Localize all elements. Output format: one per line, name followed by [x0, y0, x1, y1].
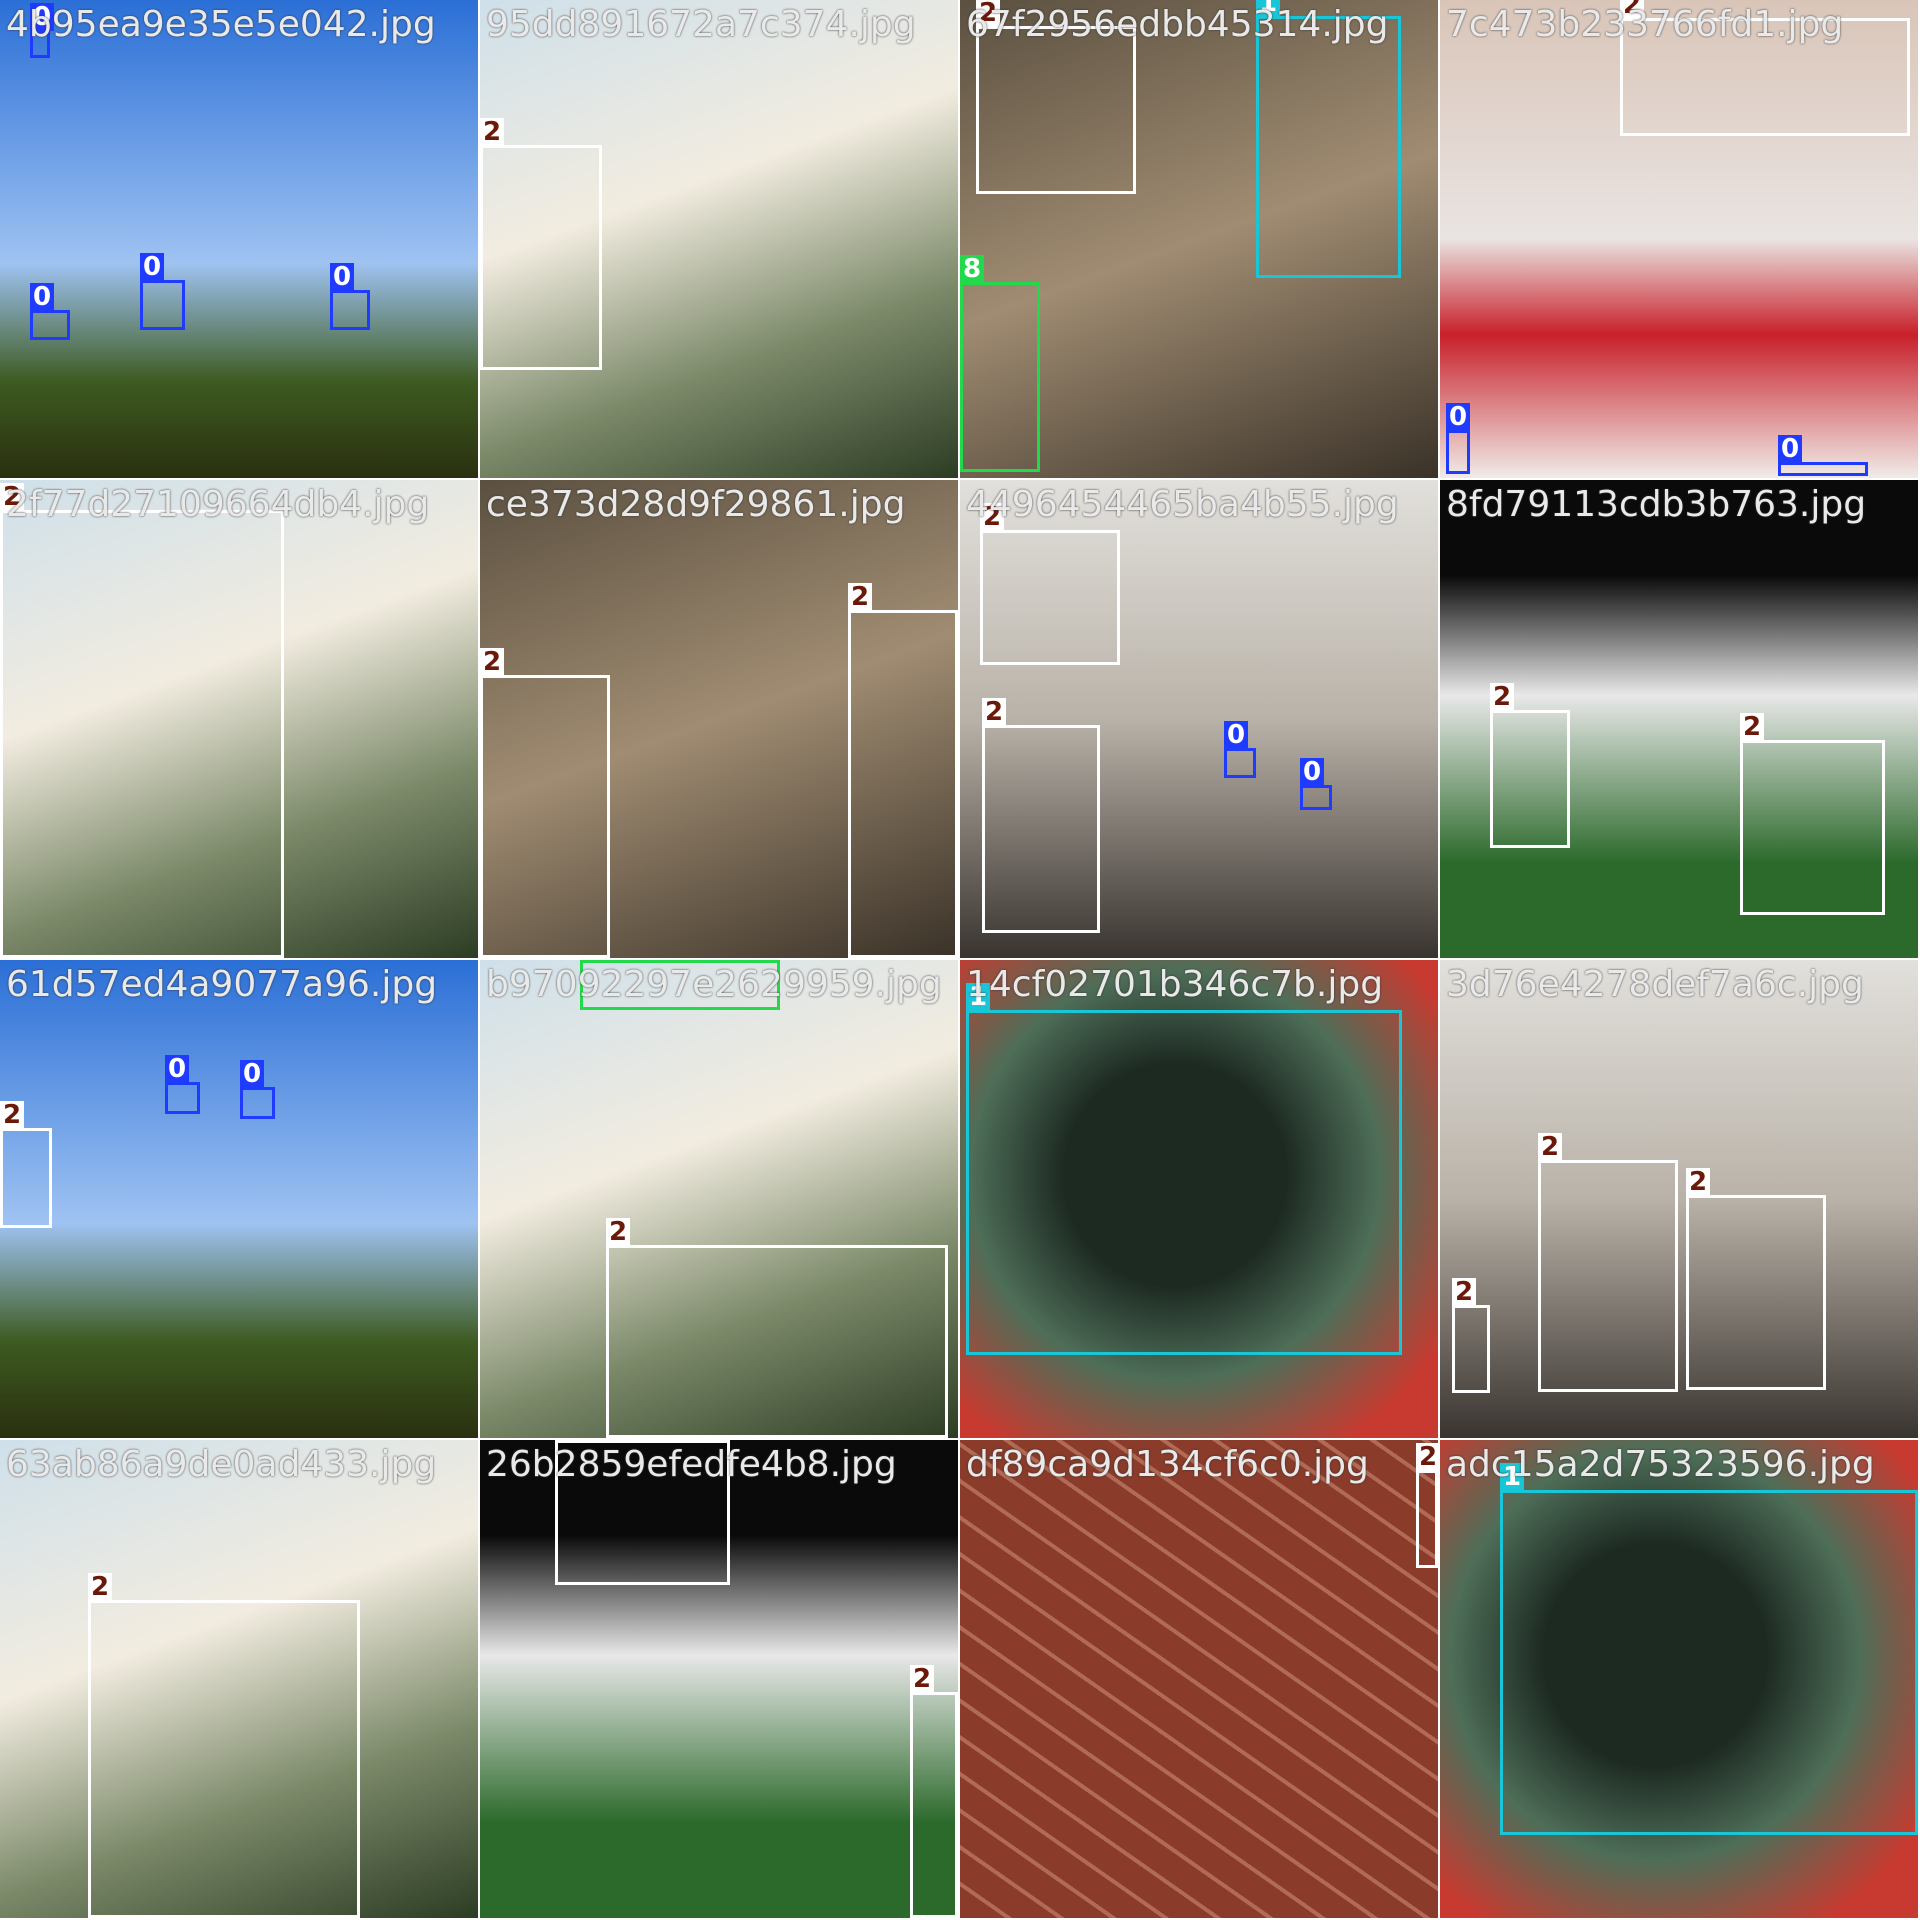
bbox-label: 8 — [960, 255, 984, 283]
tile-title: 67f2956edbb45314.jpg — [966, 4, 1388, 45]
tile-title: 61d57ed4a9077a96.jpg — [6, 964, 437, 1005]
tile-title: 63ab86a9de0ad433.jpg — [6, 1444, 436, 1485]
tile-2: 95dd891672a7c374.jpg 2 — [480, 0, 958, 478]
bbox-class-2: 2 — [606, 1245, 948, 1438]
bbox-label: 2 — [910, 1665, 934, 1693]
bbox-class-0: 0 — [1300, 785, 1332, 810]
bbox-class-2: 2 — [1416, 1470, 1438, 1568]
bbox-label: 2 — [0, 1101, 24, 1129]
tile-title: 4496454465ba4b55.jpg — [966, 484, 1399, 525]
tile-title: df89ca9d134cf6c0.jpg — [966, 1444, 1369, 1485]
tile-4: 7c473b233766fd1.jpg 2 0 0 — [1440, 0, 1918, 478]
bbox-label: 2 — [982, 698, 1006, 726]
tile-13: 63ab86a9de0ad433.jpg 2 — [0, 1440, 478, 1918]
bbox-class-2: 2 — [88, 1600, 360, 1918]
bbox-label: 0 — [1300, 758, 1324, 786]
tile-title: adc15a2d75323596.jpg — [1446, 1444, 1875, 1485]
tile-7: 4496454465ba4b55.jpg 2 2 0 0 — [960, 480, 1438, 958]
bbox-label: 0 — [1778, 435, 1802, 463]
bbox-label: 2 — [1740, 713, 1764, 741]
bbox-label: 0 — [165, 1055, 189, 1083]
tile-title: 95dd891672a7c374.jpg — [486, 4, 916, 45]
bbox-label: 2 — [480, 118, 504, 146]
bbox-label: 2 — [1490, 683, 1514, 711]
bbox-label: 2 — [555, 1440, 579, 1441]
tile-8: 8fd79113cdb3b763.jpg 2 2 — [1440, 480, 1918, 958]
bbox-label: 2 — [88, 1573, 112, 1601]
bbox-class-2: 2 — [980, 530, 1120, 665]
bbox-label: 2 — [480, 648, 504, 676]
tile-title: 14cf02701b346c7b.jpg — [966, 964, 1383, 1005]
bbox-class-2: 2 — [480, 145, 602, 370]
tile-14: 26b2859efedfe4b8.jpg 2 2 — [480, 1440, 958, 1918]
tile-title: 26b2859efedfe4b8.jpg — [486, 1444, 897, 1485]
bbox-class-1: 1 — [966, 1010, 1402, 1355]
bbox-label: 2 — [1538, 1133, 1562, 1161]
bbox-class-2: 2 — [848, 610, 958, 958]
tile-10: b97092297e2629959.jpg 8 2 — [480, 960, 958, 1438]
tile-16: adc15a2d75323596.jpg 1 — [1440, 1440, 1918, 1918]
tile-photo — [0, 0, 478, 478]
bbox-class-2: 2 — [0, 510, 284, 958]
bbox-label: 0 — [140, 253, 164, 281]
bbox-class-8: 8 — [960, 282, 1040, 472]
tile-photo — [0, 960, 478, 1438]
bbox-class-0: 0 — [240, 1087, 275, 1119]
bbox-class-2: 2 — [480, 675, 610, 958]
bbox-class-0: 0 — [140, 280, 185, 330]
bbox-class-2: 2 — [982, 725, 1100, 933]
bbox-class-2: 2 — [1490, 710, 1570, 848]
tile-title: 8fd79113cdb3b763.jpg — [1446, 484, 1866, 525]
tile-1: 4b95ea9e35e5e042.jpg 0 0 0 0 — [0, 0, 478, 478]
bbox-class-2: 2 — [1452, 1305, 1490, 1393]
tile-title: b97092297e2629959.jpg — [486, 964, 942, 1005]
bbox-label: 0 — [1224, 721, 1248, 749]
bbox-label: 8 — [580, 960, 604, 961]
bbox-class-0: 0 — [1778, 462, 1868, 476]
tile-12: 3d76e4278def7a6c.jpg 2 2 2 — [1440, 960, 1918, 1438]
bbox-class-2: 2 — [910, 1692, 958, 1918]
tile-title: 7c473b233766fd1.jpg — [1446, 4, 1843, 45]
bbox-class-0: 0 — [30, 310, 70, 340]
bbox-class-0: 0 — [1446, 430, 1470, 474]
bbox-label: 0 — [1446, 403, 1470, 431]
tile-5: 2f77d27109664db4.jpg 2 — [0, 480, 478, 958]
bbox-class-2: 2 — [976, 26, 1136, 194]
tile-title: 2f77d27109664db4.jpg — [6, 484, 429, 525]
bbox-class-0: 0 — [330, 290, 370, 330]
bbox-class-0: 0 — [165, 1082, 200, 1114]
tile-3: 67f2956edbb45314.jpg 2 1 8 — [960, 0, 1438, 478]
bbox-label: 2 — [848, 583, 872, 611]
tile-title: 3d76e4278def7a6c.jpg — [1446, 964, 1864, 1005]
tile-photo — [1440, 960, 1918, 1438]
bbox-class-2: 2 — [0, 1128, 52, 1228]
bbox-label: 2 — [606, 1218, 630, 1246]
bbox-label: 0 — [30, 283, 54, 311]
bbox-class-2: 2 — [1740, 740, 1885, 915]
bbox-class-0: 0 — [1224, 748, 1256, 778]
tile-title: 4b95ea9e35e5e042.jpg — [6, 4, 436, 45]
bbox-label: 2 — [1686, 1168, 1710, 1196]
bbox-class-2: 2 — [1686, 1195, 1826, 1390]
bbox-label: 0 — [240, 1060, 264, 1088]
bbox-label: 2 — [1416, 1443, 1438, 1471]
bbox-label: 2 — [1452, 1278, 1476, 1306]
bbox-label: 0 — [330, 263, 354, 291]
tile-15: df89ca9d134cf6c0.jpg 2 — [960, 1440, 1438, 1918]
bbox-class-1: 1 — [1500, 1490, 1918, 1835]
tile-6: ce373d28d9f29861.jpg 2 2 — [480, 480, 958, 958]
bbox-class-2: 2 — [1538, 1160, 1678, 1392]
tile-title: ce373d28d9f29861.jpg — [486, 484, 905, 525]
bbox-class-1: 1 — [1256, 16, 1401, 278]
tile-9: 61d57ed4a9077a96.jpg 0 0 2 — [0, 960, 478, 1438]
tile-11: 14cf02701b346c7b.jpg 1 — [960, 960, 1438, 1438]
tile-photo — [960, 1440, 1438, 1918]
